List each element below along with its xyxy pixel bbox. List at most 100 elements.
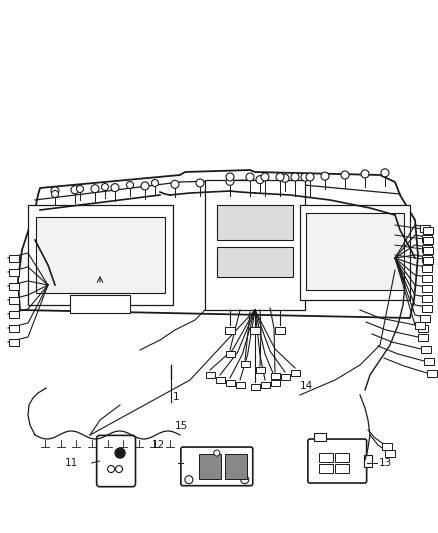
Bar	[422, 245, 432, 252]
Circle shape	[261, 173, 269, 181]
Circle shape	[361, 170, 369, 178]
Bar	[70, 295, 130, 313]
Bar	[261, 382, 269, 388]
Bar	[423, 246, 433, 254]
Bar	[9, 282, 19, 289]
Bar	[421, 345, 431, 352]
Bar	[275, 327, 285, 334]
Text: 14: 14	[300, 381, 313, 391]
Circle shape	[341, 171, 349, 179]
Bar	[250, 327, 260, 334]
Bar	[271, 373, 279, 379]
Circle shape	[306, 173, 314, 181]
Text: 11: 11	[64, 458, 78, 468]
Bar	[280, 374, 290, 380]
Text: 15: 15	[175, 421, 188, 431]
Bar	[28, 205, 173, 305]
Circle shape	[111, 183, 119, 192]
Bar	[424, 358, 434, 365]
Circle shape	[51, 187, 59, 195]
FancyBboxPatch shape	[97, 435, 135, 487]
Bar	[422, 235, 432, 241]
Bar	[217, 247, 293, 277]
Text: 13: 13	[378, 458, 392, 468]
Bar	[205, 180, 305, 310]
Circle shape	[241, 475, 249, 484]
Circle shape	[171, 180, 179, 188]
Bar	[215, 377, 225, 383]
Circle shape	[71, 186, 79, 194]
Bar	[251, 384, 259, 390]
Circle shape	[281, 174, 289, 182]
Polygon shape	[18, 170, 418, 318]
Circle shape	[196, 179, 204, 187]
Circle shape	[301, 173, 309, 181]
Circle shape	[91, 185, 99, 193]
Bar	[314, 433, 326, 441]
Bar	[9, 254, 19, 262]
Bar	[418, 334, 428, 341]
Circle shape	[321, 172, 329, 180]
Bar	[423, 237, 433, 244]
Bar	[306, 213, 404, 289]
Circle shape	[381, 169, 389, 177]
Bar	[423, 227, 433, 233]
Circle shape	[108, 465, 115, 473]
Bar	[364, 455, 371, 467]
Text: 12: 12	[152, 440, 165, 450]
Bar	[290, 370, 300, 376]
Circle shape	[276, 173, 284, 181]
Bar	[335, 464, 349, 473]
Bar	[423, 256, 433, 263]
Circle shape	[52, 190, 59, 198]
Circle shape	[226, 173, 234, 181]
Circle shape	[102, 183, 109, 190]
Circle shape	[214, 450, 220, 456]
Circle shape	[127, 182, 134, 189]
Bar	[422, 254, 432, 262]
Bar	[9, 338, 19, 345]
Bar	[422, 295, 432, 302]
Bar	[335, 453, 349, 462]
Bar	[271, 380, 279, 386]
Bar	[422, 285, 432, 292]
Bar	[422, 274, 432, 281]
Bar	[217, 205, 293, 240]
Bar	[422, 264, 432, 271]
Circle shape	[246, 173, 254, 181]
Circle shape	[291, 173, 299, 181]
Bar	[225, 454, 247, 479]
Circle shape	[226, 177, 234, 185]
Circle shape	[152, 180, 159, 187]
Bar	[240, 361, 250, 367]
Circle shape	[185, 475, 193, 484]
FancyBboxPatch shape	[181, 447, 253, 486]
Bar	[300, 205, 410, 300]
Bar	[319, 453, 333, 462]
Bar	[9, 311, 19, 318]
Circle shape	[141, 182, 149, 190]
Bar	[226, 351, 234, 357]
Bar	[418, 325, 428, 332]
Bar	[9, 269, 19, 276]
Bar	[415, 321, 425, 328]
Bar	[199, 454, 221, 479]
Bar	[427, 369, 437, 376]
Bar	[420, 224, 430, 231]
Bar	[35, 217, 165, 293]
Bar	[319, 464, 333, 473]
Bar	[236, 382, 244, 388]
Circle shape	[116, 465, 123, 473]
Bar	[205, 372, 215, 378]
Circle shape	[77, 185, 84, 192]
Bar	[420, 314, 430, 321]
Bar	[9, 325, 19, 332]
Bar	[382, 442, 392, 449]
Text: 1: 1	[173, 392, 180, 402]
Bar	[226, 380, 234, 386]
Circle shape	[115, 448, 125, 458]
Bar	[255, 367, 265, 373]
Bar	[385, 449, 395, 456]
Bar	[9, 296, 19, 303]
FancyBboxPatch shape	[308, 439, 367, 483]
